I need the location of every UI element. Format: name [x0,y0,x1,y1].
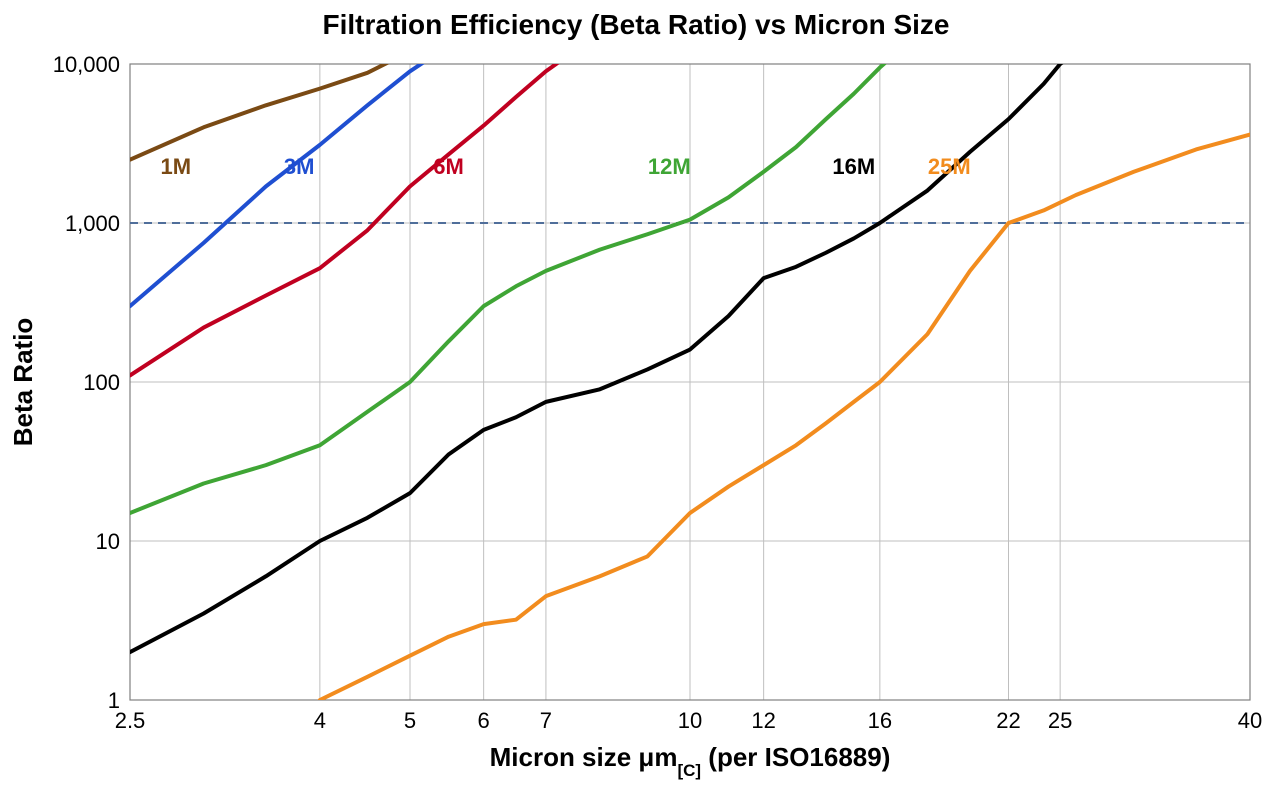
series-label-6M: 6M [433,154,464,179]
series-label-1M: 1M [160,154,191,179]
chart-title: Filtration Efficiency (Beta Ratio) vs Mi… [322,9,949,40]
series-label-25M: 25M [928,154,971,179]
y-tick-label: 10,000 [53,52,120,77]
y-tick-label: 1,000 [65,211,120,236]
x-tick-label: 22 [996,708,1020,733]
x-tick-label: 12 [751,708,775,733]
x-tick-label: 6 [478,708,490,733]
series-label-3M: 3M [284,154,315,179]
x-tick-label: 40 [1238,708,1262,733]
x-tick-label: 25 [1048,708,1072,733]
x-tick-label: 7 [540,708,552,733]
x-tick-label: 5 [404,708,416,733]
x-tick-label: 4 [314,708,326,733]
y-axis-label: Beta Ratio [8,318,38,447]
y-tick-label: 100 [83,370,120,395]
chart-container: Filtration Efficiency (Beta Ratio) vs Mi… [0,0,1272,790]
y-tick-label: 10 [96,529,120,554]
x-tick-label: 10 [678,708,702,733]
y-tick-label: 1 [108,688,120,713]
series-label-16M: 16M [832,154,875,179]
x-tick-label: 16 [868,708,892,733]
series-label-12M: 12M [648,154,691,179]
